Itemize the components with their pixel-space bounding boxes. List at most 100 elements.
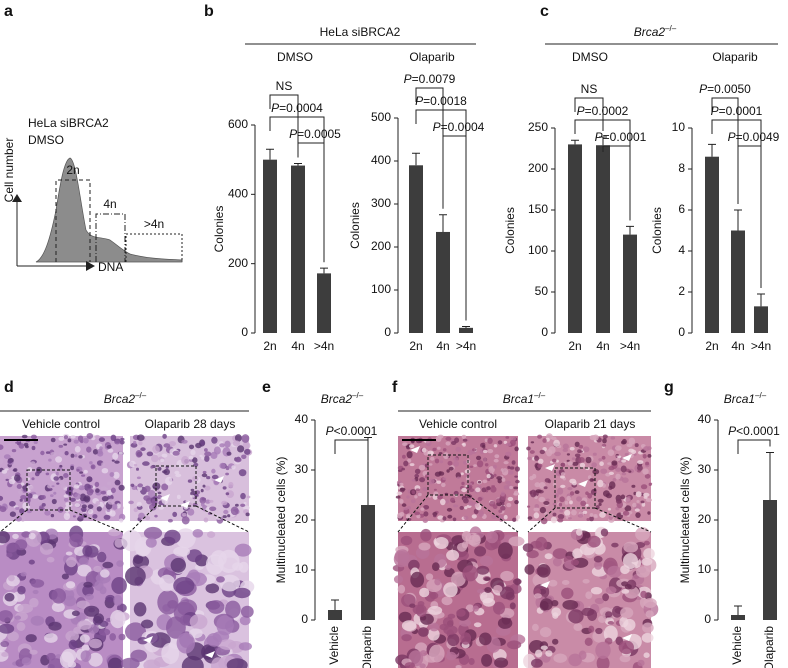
cell-texture [204, 455, 210, 462]
cell-texture [484, 577, 491, 581]
cell-texture [608, 471, 615, 475]
cell-texture [526, 446, 531, 451]
gate-4n [95, 213, 126, 262]
cell-texture [500, 491, 505, 497]
cell-texture [148, 490, 156, 498]
y-tick-label: 0 [541, 325, 548, 339]
cell-texture [58, 444, 64, 448]
arrowhead [143, 636, 153, 643]
bar [328, 610, 342, 620]
cell-texture [94, 481, 100, 488]
cell-texture [535, 536, 548, 551]
panel-letter: g [664, 379, 674, 396]
cell-texture [53, 491, 57, 495]
cell-texture [30, 615, 45, 626]
cell-texture [245, 512, 250, 517]
cell-texture [539, 449, 545, 455]
cell-texture [140, 447, 146, 452]
y-tick-label: 20 [698, 512, 712, 526]
cell-texture [411, 479, 416, 482]
cell-texture [481, 654, 493, 667]
cell-texture [561, 587, 574, 599]
cell-texture [73, 439, 79, 444]
cell-texture [88, 638, 102, 649]
zoom-line [69, 509, 124, 533]
y-tick-label: 10 [698, 562, 712, 576]
cell-texture [0, 640, 10, 648]
cell-texture [621, 477, 629, 484]
cell-texture [201, 473, 208, 478]
cell-texture [410, 499, 416, 504]
cell-texture [87, 509, 94, 515]
y-tick-label: 150 [528, 202, 548, 216]
cell-texture [82, 545, 93, 557]
cell-texture [487, 478, 491, 481]
x-tick-label: >4n [314, 339, 334, 353]
cell-texture [557, 514, 565, 520]
cell-texture [130, 649, 147, 662]
cell-texture [240, 492, 246, 500]
cell-texture [487, 449, 494, 454]
cell-texture [69, 533, 84, 548]
cell-texture [514, 475, 518, 478]
cell-texture [176, 632, 195, 654]
cell-texture [598, 458, 603, 462]
cell-texture [643, 496, 648, 499]
cell-texture [641, 632, 654, 643]
cell-texture [585, 591, 593, 599]
cell-texture [51, 498, 57, 505]
cell-texture [399, 499, 404, 504]
cell-texture [623, 553, 638, 569]
cell-texture [498, 509, 503, 513]
cell-texture [40, 489, 45, 496]
cell-texture [46, 556, 55, 563]
cell-texture [207, 531, 216, 538]
cell-texture [27, 489, 31, 492]
cell-texture [194, 490, 201, 495]
cell-texture [208, 499, 214, 503]
cell-texture [643, 598, 657, 608]
cell-texture [436, 480, 441, 484]
cell-texture [204, 448, 208, 452]
cell-texture [451, 571, 466, 587]
cell-texture [172, 511, 178, 517]
cell-texture [207, 600, 225, 614]
cell-texture [605, 611, 613, 618]
cell-texture [189, 614, 208, 630]
cell-texture [393, 575, 404, 584]
cell-texture [393, 551, 409, 568]
cell-texture [125, 622, 146, 641]
cell-texture [427, 605, 443, 615]
cell-texture [92, 514, 98, 519]
panel-letter: e [262, 379, 271, 396]
cell-texture [456, 609, 466, 617]
cell-texture [86, 433, 94, 439]
cell-texture [238, 642, 252, 651]
cell-texture [484, 438, 488, 443]
cell-texture [447, 460, 453, 466]
zoom-line [397, 494, 429, 533]
cell-texture [83, 605, 100, 617]
cell-texture [637, 465, 643, 471]
cell-texture [540, 645, 548, 650]
bar [291, 165, 305, 333]
cell-texture [133, 507, 138, 513]
cell-texture [552, 638, 559, 645]
cell-texture [500, 570, 514, 582]
cell-texture [445, 436, 452, 441]
cell-texture [46, 652, 56, 661]
cell-texture [65, 502, 70, 507]
cell-texture [65, 551, 73, 556]
cell-texture [173, 577, 195, 595]
arrowhead [545, 464, 555, 471]
cell-texture [219, 441, 224, 444]
cell-texture [465, 604, 474, 613]
cell-texture [422, 487, 428, 492]
cell-texture [41, 503, 46, 507]
cell-texture [0, 623, 15, 634]
cell-texture [72, 515, 76, 518]
cell-texture [573, 623, 583, 631]
panel-letter: f [392, 379, 398, 396]
significance-bracket [602, 145, 631, 221]
x-tick-label: Vehicle [327, 626, 341, 665]
